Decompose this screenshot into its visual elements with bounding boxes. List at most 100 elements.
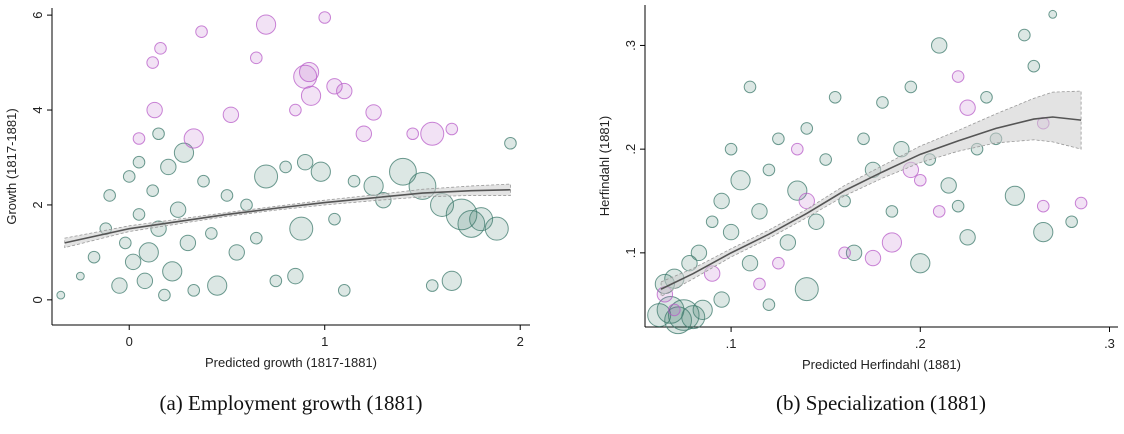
bubble xyxy=(389,157,417,186)
x-tick-label: .3 xyxy=(1104,336,1115,351)
bubble xyxy=(111,277,128,294)
bubble xyxy=(425,279,439,292)
bubble xyxy=(932,205,946,218)
bubble xyxy=(484,216,509,241)
bubble xyxy=(881,232,903,253)
bubble xyxy=(441,270,462,291)
bubble xyxy=(75,271,85,281)
bubble xyxy=(692,299,713,320)
bubble xyxy=(690,244,708,262)
bubble xyxy=(713,192,730,210)
bubble xyxy=(791,142,804,156)
bubble xyxy=(668,303,681,317)
fit-line xyxy=(64,188,511,244)
bubble xyxy=(173,142,195,163)
bubble xyxy=(328,212,341,226)
bubble xyxy=(794,277,819,302)
bubble xyxy=(119,236,132,250)
bubble xyxy=(904,80,918,94)
bubble xyxy=(228,244,245,261)
bubble xyxy=(959,99,976,116)
x-tick-label: 2 xyxy=(517,334,524,349)
bubble xyxy=(326,78,343,95)
bubble xyxy=(138,242,159,263)
bubble xyxy=(103,189,116,202)
bubble xyxy=(762,163,776,177)
panel: .1 .2 .3 .1 .2 .3 Predicted Herfindahl (1881) H… xyxy=(597,5,1118,415)
bubble xyxy=(722,223,740,241)
bubble xyxy=(187,284,201,297)
bubble xyxy=(980,90,993,104)
bubble xyxy=(724,142,738,156)
fit-line xyxy=(660,116,1082,290)
bubble xyxy=(743,80,757,94)
bubble xyxy=(1027,59,1041,73)
bubble xyxy=(762,298,776,312)
bubble xyxy=(197,174,210,188)
bubble xyxy=(183,128,204,149)
x-tick-label: .2 xyxy=(915,336,926,351)
bubble xyxy=(56,290,66,300)
bubble xyxy=(913,173,927,187)
bubble xyxy=(1018,28,1031,42)
bubble xyxy=(800,122,814,135)
bubble xyxy=(162,261,183,282)
bubble xyxy=(132,208,146,221)
y-tick-label: 4 xyxy=(30,106,45,113)
bubble xyxy=(885,205,899,218)
x-tick-label: 0 xyxy=(126,334,133,349)
y-tick-label: 2 xyxy=(30,201,45,208)
bubble xyxy=(158,288,171,302)
x-axis-label: Predicted growth (1817-1881) xyxy=(205,355,377,370)
bubble xyxy=(154,42,167,55)
bubble xyxy=(469,207,494,232)
bubble xyxy=(179,234,197,252)
bubble xyxy=(1065,215,1078,229)
bubble xyxy=(249,231,263,245)
bubble xyxy=(667,299,700,331)
bubble xyxy=(289,216,314,241)
bubble xyxy=(122,170,136,183)
bubble xyxy=(146,184,159,198)
bubble xyxy=(289,103,302,117)
bubble xyxy=(310,161,331,182)
bubble xyxy=(169,201,187,218)
bubble xyxy=(318,11,332,24)
bubble xyxy=(951,199,965,213)
panel: 0 1 2 0 2 4 6 Predicted growth (1817-1881) Growt… xyxy=(4,8,530,415)
bubble xyxy=(132,132,146,145)
bubble xyxy=(132,155,146,169)
bubble xyxy=(124,253,142,271)
bubble xyxy=(146,56,159,69)
bubble xyxy=(910,253,931,274)
y-tick-label: 0 xyxy=(30,296,45,303)
bubble xyxy=(741,255,759,272)
bubble xyxy=(845,244,863,262)
bubble xyxy=(753,277,766,291)
bubble xyxy=(808,213,825,230)
y-tick-label: .2 xyxy=(623,144,638,155)
bubble xyxy=(365,104,382,121)
bubble xyxy=(940,177,957,194)
bubble xyxy=(269,274,283,288)
bubble xyxy=(146,101,163,119)
x-tick-label: .1 xyxy=(726,336,737,351)
bubble xyxy=(249,51,263,65)
bubble xyxy=(664,306,693,335)
bubble xyxy=(705,215,719,229)
bubble xyxy=(828,90,842,104)
y-tick-label: .1 xyxy=(623,247,638,258)
x-axis-label: Predicted Herfindahl (1881) xyxy=(802,357,961,372)
bubble xyxy=(296,154,314,171)
bubble xyxy=(300,85,322,106)
caption: (b) Specialization (1881) xyxy=(776,391,986,415)
bubble xyxy=(779,234,797,251)
bubble xyxy=(1036,199,1050,213)
bubble xyxy=(445,122,459,136)
bubble xyxy=(355,125,373,142)
bubble xyxy=(420,121,445,146)
bubble xyxy=(279,160,292,174)
bubble xyxy=(959,229,976,246)
y-axis-label: Growth (1817-1881) xyxy=(4,108,19,224)
